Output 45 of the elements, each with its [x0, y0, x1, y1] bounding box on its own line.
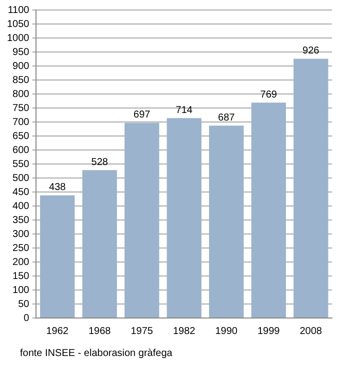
x-tick-label: 1982	[173, 326, 196, 337]
data-label: 714	[176, 104, 193, 116]
y-tick-label: 550	[12, 158, 30, 170]
x-tick-label: 1990	[215, 326, 238, 337]
y-tick-label: 100	[12, 284, 30, 296]
y-tick-label: 300	[12, 228, 30, 240]
y-tick-label: 250	[12, 242, 30, 254]
y-tick-label: 500	[12, 172, 30, 184]
y-tick-label: 650	[12, 130, 30, 142]
bar	[124, 122, 160, 318]
bar	[209, 126, 244, 318]
y-tick-label: 1100	[8, 4, 30, 16]
x-tick-label: 1975	[130, 326, 154, 337]
y-tick-label: 50	[18, 298, 30, 310]
data-label: 697	[134, 110, 151, 121]
bar	[166, 118, 202, 318]
y-tick-label: 950	[12, 46, 30, 58]
y-tick-label: 400	[12, 200, 30, 212]
y-tick-label: 200	[12, 256, 30, 268]
source-note: fonte INSEE - elaborasion gràfega	[19, 348, 174, 359]
y-tick-label: 600	[12, 144, 30, 156]
y-tick-label: 150	[12, 270, 30, 282]
y-tick-label: 1000	[6, 32, 30, 44]
data-label: 926	[302, 45, 320, 56]
y-tick-label: 850	[12, 74, 30, 86]
bar	[294, 58, 328, 318]
y-tick-label: 750	[12, 102, 30, 114]
x-tick-label: 2008	[300, 326, 322, 337]
y-tick-label: 450	[12, 186, 30, 198]
y-tick-label: 800	[12, 88, 30, 100]
y-tick-label: 900	[12, 60, 30, 72]
x-tick-label: 1962	[46, 326, 69, 337]
x-tick-label: 1999	[258, 326, 280, 337]
y-tick-label: 0	[24, 312, 30, 324]
y-tick-label: 1050	[6, 18, 30, 30]
data-label: 687	[218, 112, 236, 124]
y-tick-label: 350	[12, 214, 30, 226]
data-label: 528	[91, 156, 108, 168]
data-label: 769	[260, 89, 278, 100]
y-tick-label: 700	[12, 116, 30, 128]
bar	[251, 102, 286, 318]
bar	[40, 195, 75, 318]
data-label: 438	[49, 182, 66, 194]
x-tick-label: 1968	[88, 326, 112, 337]
bar	[82, 170, 117, 318]
